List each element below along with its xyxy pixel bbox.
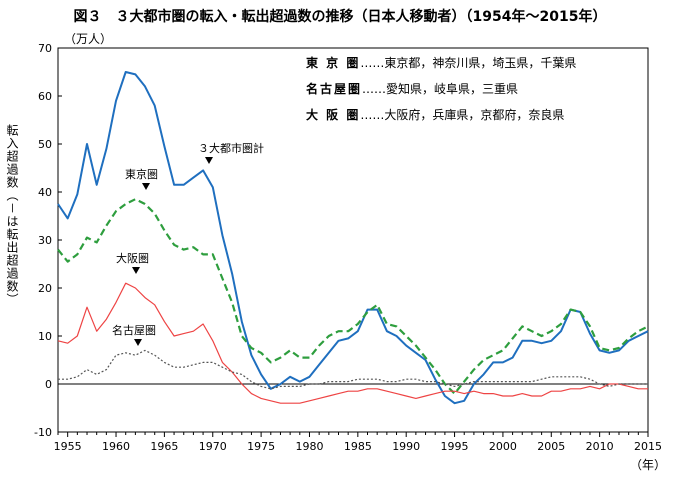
legend-desc-osaka: ……大阪府，兵庫県，京都府，奈良県 bbox=[360, 108, 565, 122]
legend-key-osaka: 大 阪 圏 bbox=[306, 108, 361, 122]
x-tick-label: 1990 bbox=[392, 440, 420, 453]
legend-desc-tokyo: ……東京都，神奈川県，埼玉県，千葉県 bbox=[360, 56, 577, 70]
x-tick-label: 1995 bbox=[441, 440, 469, 453]
y-tick-label: 70 bbox=[38, 42, 52, 55]
x-tick-label: 2005 bbox=[537, 440, 565, 453]
legend-row-osaka: 大 阪 圏……大阪府，兵庫県，京都府，奈良県 bbox=[306, 106, 576, 132]
y-tick-label: 40 bbox=[38, 186, 52, 199]
x-tick-label: 2010 bbox=[586, 440, 614, 453]
series-total-line bbox=[57, 71, 649, 405]
y-tick-label: 10 bbox=[38, 330, 52, 343]
annotation-tokyo-arrow bbox=[142, 183, 150, 190]
x-tick-label: 1960 bbox=[102, 440, 130, 453]
legend: 東 京 圏……東京都，神奈川県，埼玉県，千葉県 名古屋圏……愛知県，岐阜県，三重… bbox=[306, 54, 576, 132]
x-tick-label: 1985 bbox=[344, 440, 372, 453]
x-tick-label: 1975 bbox=[247, 440, 275, 453]
y-tick-label: 50 bbox=[38, 138, 52, 151]
y-tick-label: 30 bbox=[38, 234, 52, 247]
x-tick-label: 1980 bbox=[295, 440, 323, 453]
chart-title: 図３ ３大都市圏の転入・転出超過数の推移（日本人移動者）（1954年～2015年… bbox=[73, 9, 607, 25]
y-axis-label: 転入超過数（－は転出超過数） bbox=[5, 124, 19, 307]
y-axis-unit: （万人） bbox=[64, 32, 113, 46]
legend-row-nagoya: 名古屋圏……愛知県，岐阜県，三重県 bbox=[306, 80, 576, 106]
legend-row-tokyo: 東 京 圏……東京都，神奈川県，埼玉県，千葉県 bbox=[306, 54, 576, 80]
annotation-nagoya: 名古屋圏 bbox=[112, 324, 156, 337]
x-tick-label: 2015 bbox=[634, 440, 662, 453]
legend-key-nagoya: 名古屋圏 bbox=[306, 82, 363, 96]
x-tick-label: 2000 bbox=[489, 440, 517, 453]
y-tick-label: 60 bbox=[38, 90, 52, 103]
y-tick-label: -10 bbox=[34, 426, 52, 439]
x-tick-label: 1970 bbox=[199, 440, 227, 453]
legend-key-tokyo: 東 京 圏 bbox=[306, 56, 361, 70]
x-tick-label: 1965 bbox=[150, 440, 178, 453]
annotation-osaka: 大阪圏 bbox=[116, 252, 149, 265]
x-axis-unit: （年） bbox=[630, 458, 667, 472]
y-tick-label: 20 bbox=[38, 282, 52, 295]
legend-desc-nagoya: ……愛知県，岐阜県，三重県 bbox=[362, 82, 519, 96]
y-tick-label: 0 bbox=[45, 378, 52, 391]
annotation-nagoya-arrow bbox=[134, 339, 142, 346]
annotation-total-arrow bbox=[205, 157, 213, 164]
series-nagoya-line bbox=[58, 349, 648, 390]
x-tick-label: 1955 bbox=[54, 440, 82, 453]
series-tokyo-line bbox=[57, 198, 649, 395]
annotation-osaka-arrow bbox=[132, 267, 140, 274]
annotation-tokyo: 東京圏 bbox=[125, 168, 158, 181]
annotation-total: ３大都市圏計 bbox=[198, 142, 264, 155]
series-osaka-line bbox=[57, 282, 648, 404]
